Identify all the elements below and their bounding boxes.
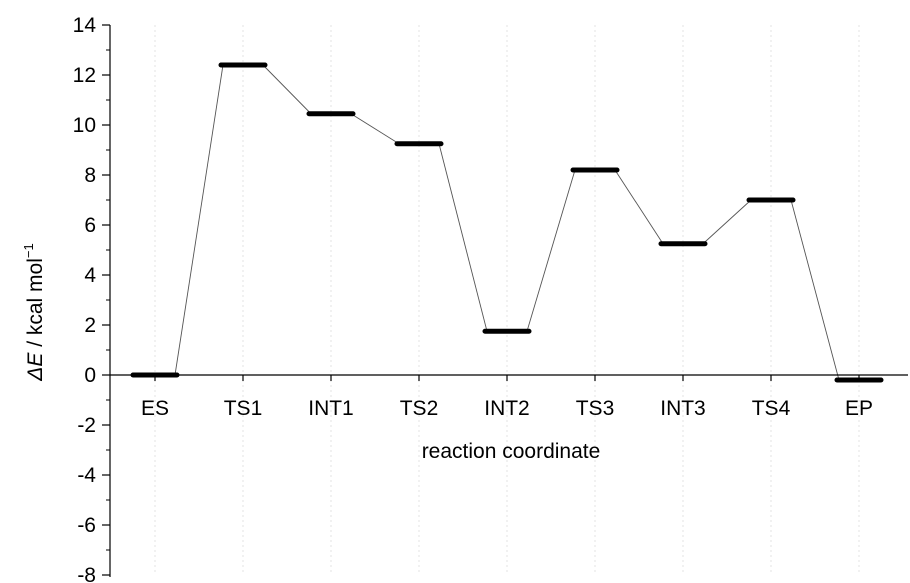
x-tick-label-ts2: TS2 [400, 397, 439, 420]
x-tick-label-ts3: TS3 [576, 397, 615, 420]
y-axis-delta: Δ [24, 367, 47, 382]
y-tick-label: 0 [84, 364, 96, 387]
y-axis-unit: / kcal mol [24, 258, 47, 353]
connector-es-ts1 [174, 64, 224, 376]
y-tick-label: 6 [84, 214, 96, 237]
connector-int1-ts2 [350, 113, 400, 145]
y-axis-symbol: E [24, 352, 47, 367]
tick-labels: -8 -6 -4 -2 0 2 4 6 8 10 12 14 ES TS1 INT1 TS2 INT2 TS3 IN… [73, 14, 873, 583]
axes [102, 24, 908, 577]
connector-ts4-ep [790, 199, 840, 381]
y-axis-unit-superscript: −1 [21, 243, 36, 258]
y-tick-label: 12 [73, 64, 96, 87]
y-tick-label: -6 [77, 514, 96, 537]
y-tick-label: 14 [73, 14, 97, 37]
y-tick-label: 8 [84, 164, 96, 187]
connector-int2-ts3 [526, 169, 576, 332]
y-axis-title: ΔE / kcal mol−1 [21, 243, 47, 381]
x-tick-label-ts1: TS1 [224, 397, 263, 420]
connector-ts1-int1 [262, 64, 312, 115]
connector-ts2-int2 [438, 143, 488, 332]
y-tick-label: -2 [77, 414, 96, 437]
y-tick-label: 2 [84, 314, 96, 337]
x-tick-label-int1: INT1 [308, 397, 354, 420]
connector-lines [174, 64, 840, 381]
energy-levels [130, 62, 884, 383]
y-tick-label: 10 [73, 114, 96, 137]
x-tick-label-int3: INT3 [660, 397, 706, 420]
y-tick-label: -8 [77, 564, 96, 583]
x-tick-label-es: ES [141, 397, 169, 420]
x-tick-label-int2: INT2 [484, 397, 530, 420]
x-tick-label-ep: EP [845, 397, 873, 420]
connector-int3-ts4 [702, 199, 752, 245]
y-tick-label: 4 [84, 264, 96, 287]
y-tick-label: -4 [77, 464, 96, 487]
grid-lines [154, 25, 860, 575]
x-axis-title: reaction coordinate [422, 440, 601, 463]
connector-ts3-int3 [614, 169, 664, 244]
x-tick-label-ts4: TS4 [752, 397, 791, 420]
